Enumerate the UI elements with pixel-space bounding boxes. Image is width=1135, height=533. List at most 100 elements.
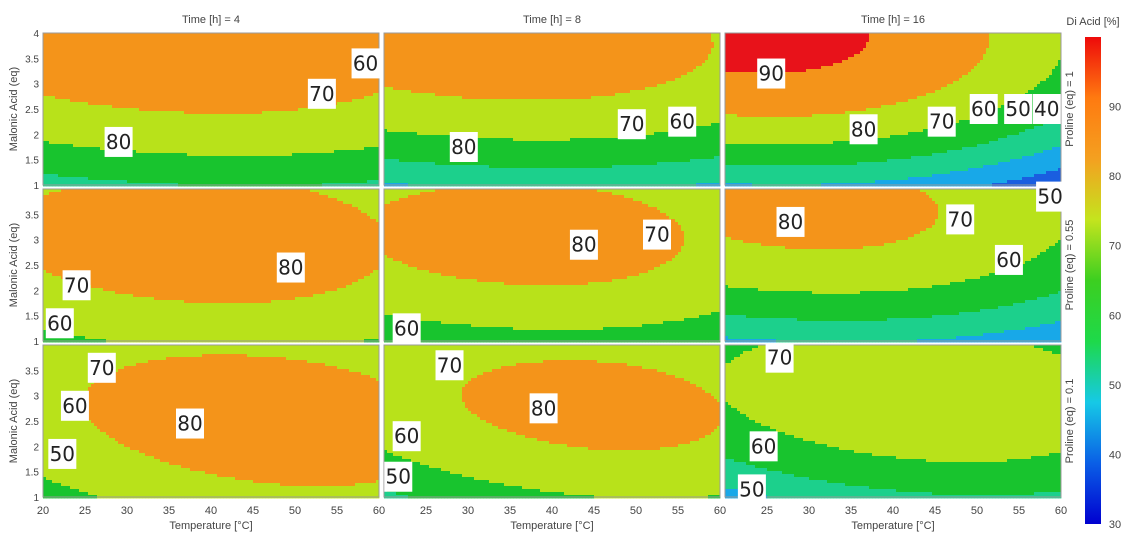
panel-frame	[383, 188, 721, 342]
contour-label: 60	[996, 248, 1021, 272]
contour-label: 50	[50, 442, 75, 466]
contour-label-box	[351, 48, 380, 79]
contour-label-box	[969, 94, 998, 124]
col-facet-label: Time [h] = 16	[861, 14, 925, 26]
contour-label: 80	[531, 396, 556, 420]
contour-label: 50	[739, 477, 764, 501]
contour-label-box	[617, 109, 646, 140]
contour-label: 60	[669, 110, 694, 134]
contour-label: 70	[309, 82, 334, 106]
x-tick-label: 55	[1013, 505, 1025, 517]
contour-label-box	[60, 390, 89, 421]
contour-label-box	[849, 114, 878, 145]
contour-label-box	[757, 58, 786, 89]
contour-label: 40	[1034, 97, 1059, 121]
contour-label: 60	[751, 434, 776, 458]
x-tick-label: 50	[289, 505, 301, 517]
colorbar-tick-label: 80	[1109, 171, 1121, 183]
x-tick-label: 30	[803, 505, 815, 517]
contour-label: 80	[106, 130, 131, 154]
contour-label-box	[384, 461, 413, 492]
contour-label: 60	[47, 311, 72, 335]
y-tick-label: 4	[33, 29, 39, 40]
contour-fill-1-1	[384, 189, 721, 343]
y-tick-label: 3	[33, 392, 39, 403]
x-tick-label: 30	[121, 505, 133, 517]
x-tick-label: 40	[546, 505, 558, 517]
contour-label-box	[946, 204, 975, 235]
panel-frame	[42, 188, 380, 342]
y-tick-label: 3.5	[25, 366, 39, 377]
colorbar-tick-label: 30	[1109, 519, 1121, 531]
y-tick-label: 2.5	[25, 417, 39, 428]
contour-label: 80	[851, 117, 876, 141]
x-tick-label: 45	[929, 505, 941, 517]
contour-label: 60	[62, 394, 87, 418]
contour-label: 70	[89, 356, 114, 380]
contour-label: 80	[451, 135, 476, 159]
x-tick-label: 25	[79, 505, 91, 517]
x-tick-label: 45	[247, 505, 259, 517]
contour-label-box	[104, 126, 133, 157]
panel-frame	[724, 32, 1062, 186]
contour-label: 80	[278, 256, 303, 280]
colorbar-tick-label: 90	[1109, 102, 1121, 114]
colorbar-tick-label: 40	[1109, 449, 1121, 461]
x-tick-label: 50	[971, 505, 983, 517]
x-tick-label: 50	[630, 505, 642, 517]
contour-label: 70	[619, 112, 644, 136]
contour-label-box	[176, 408, 204, 439]
contour-label: 80	[571, 233, 596, 257]
contour-fill-0-1	[384, 33, 721, 187]
x-tick-label: 60	[1055, 505, 1067, 517]
contour-label-box	[749, 431, 778, 462]
y-axis-title: Malonic Acid (eq)	[8, 67, 20, 151]
panel-frame	[42, 344, 380, 498]
x-tick-label: 40	[887, 505, 899, 517]
y-tick-label: 1.5	[25, 312, 39, 323]
col-facet-label: Time [h] = 8	[523, 14, 581, 26]
y-tick-label: 1.5	[25, 468, 39, 479]
y-tick-label: 1.5	[25, 156, 39, 167]
y-tick-label: 3.5	[25, 54, 39, 65]
contour-label-box	[449, 132, 478, 162]
contour-label-box	[435, 350, 464, 381]
x-tick-label: 25	[761, 505, 773, 517]
x-tick-label: 55	[331, 505, 343, 517]
contour-label: 80	[177, 412, 202, 436]
panel-frame	[724, 188, 1062, 342]
contour-label: 60	[394, 424, 419, 448]
row-facet-label: Proline (eq) = 1	[1064, 71, 1076, 147]
x-tick-label: 35	[845, 505, 857, 517]
contour-label-box	[48, 438, 77, 469]
panel-frame	[42, 32, 380, 186]
contour-label-box	[1036, 181, 1065, 212]
contour-label-box	[392, 313, 421, 344]
colorbar-title: Di Acid [%]	[1066, 16, 1119, 28]
contour-fill-1-2	[725, 189, 1062, 343]
colorbar-tick-label: 70	[1109, 241, 1121, 253]
panel-frame	[383, 32, 721, 186]
x-tick-label: 40	[205, 505, 217, 517]
contour-label-box	[643, 219, 671, 250]
y-axis-title: Malonic Acid (eq)	[8, 223, 20, 307]
contour-label: 70	[947, 207, 972, 231]
contour-label-box	[994, 244, 1023, 275]
contour-label-box	[765, 342, 794, 373]
contour-label-box	[927, 106, 956, 137]
x-tick-label: 20	[37, 505, 49, 517]
y-tick-label: 2.5	[25, 105, 39, 116]
contour-label-box	[737, 474, 766, 505]
contour-label-box	[569, 229, 598, 260]
contour-label-box	[307, 78, 336, 109]
contour-label: 80	[778, 210, 803, 234]
x-tick-label: 55	[672, 505, 684, 517]
contour-label-box	[392, 421, 421, 452]
contour-label: 70	[64, 273, 89, 297]
contour-label-box	[62, 270, 91, 301]
y-tick-label: 1	[33, 181, 39, 192]
contour-label: 60	[353, 51, 378, 75]
contour-label-box	[87, 352, 116, 383]
y-tick-label: 3.5	[25, 210, 39, 221]
colorbar-tick-label: 60	[1109, 310, 1121, 322]
